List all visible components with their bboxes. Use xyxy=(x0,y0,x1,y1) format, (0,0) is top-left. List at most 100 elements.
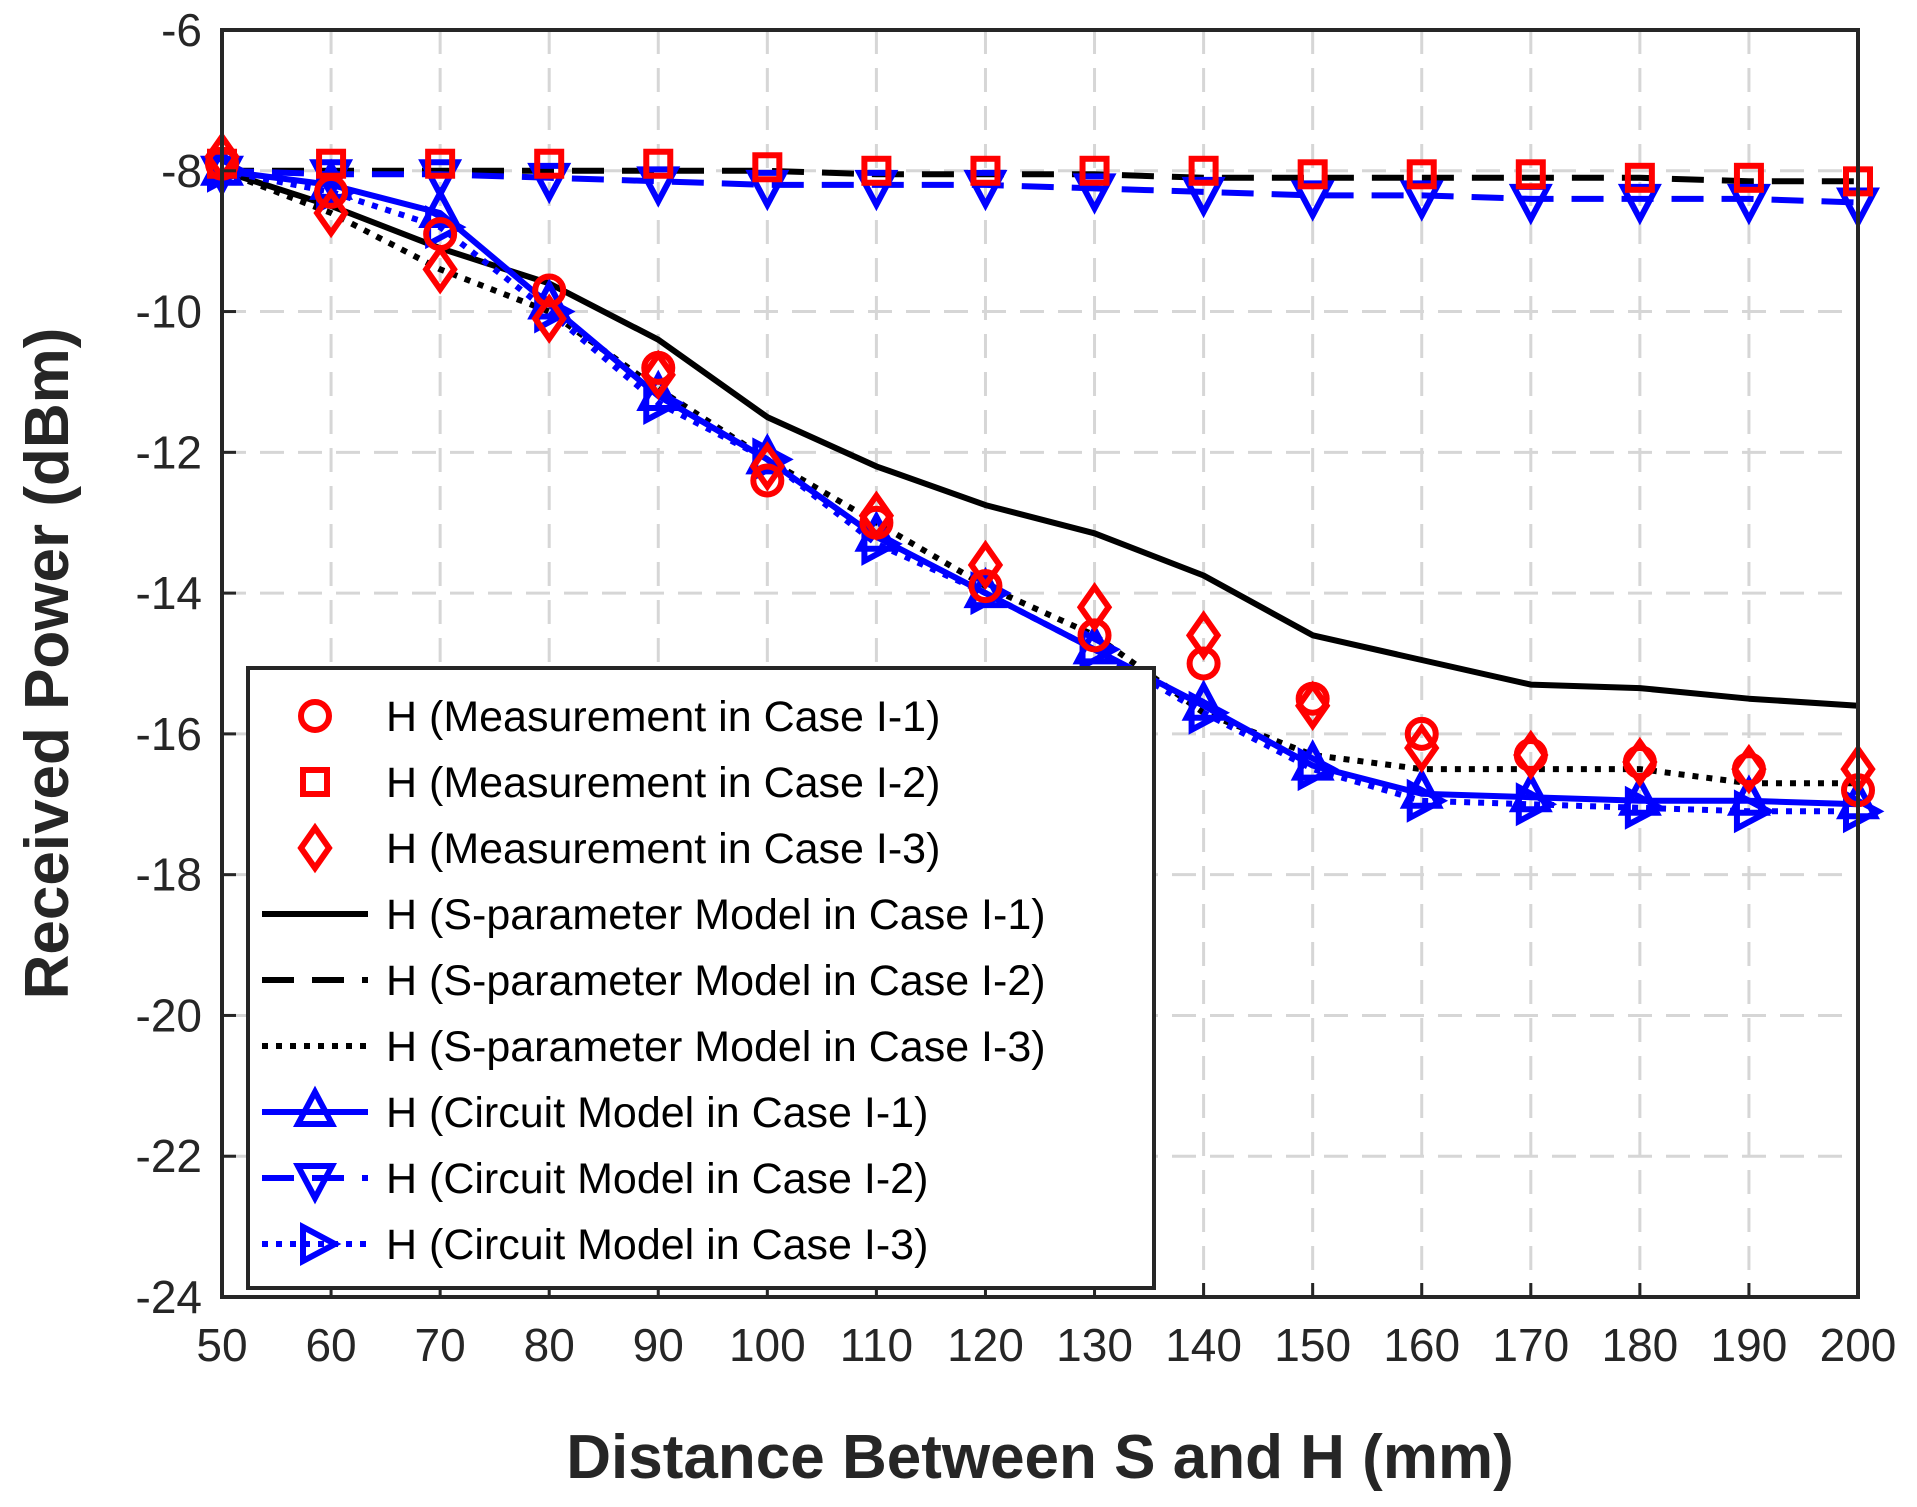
data-point xyxy=(1297,159,1328,190)
y-tick-label: -24 xyxy=(136,1271,202,1323)
data-point xyxy=(1188,155,1219,186)
series-8 xyxy=(200,155,1880,229)
data-point xyxy=(313,187,349,239)
x-tick-label: 160 xyxy=(1383,1319,1460,1371)
legend-item: H (Measurement in Case I-1) xyxy=(298,693,940,741)
series-5 xyxy=(222,167,1858,185)
data-point xyxy=(1622,736,1658,788)
data-point xyxy=(1513,729,1549,781)
y-tick-label: -18 xyxy=(136,849,202,901)
data-point xyxy=(1295,680,1331,731)
data-point xyxy=(534,148,565,179)
series-line xyxy=(221,167,1858,815)
data-point xyxy=(1186,646,1221,681)
legend-item: H (Measurement in Case I-2) xyxy=(300,759,940,807)
legend-label: H (S-parameter Model in Case I-1) xyxy=(386,891,1046,939)
series-6 xyxy=(220,168,1858,787)
data-point xyxy=(752,152,783,183)
data-point xyxy=(963,169,1008,212)
data-point xyxy=(643,381,685,426)
data-point xyxy=(1076,581,1113,633)
data-point xyxy=(531,293,567,344)
data-point xyxy=(1731,743,1767,795)
legend-item: H (S-parameter Model in Case I-2) xyxy=(262,957,1046,1005)
x-tick-label: 70 xyxy=(415,1319,466,1371)
data-point xyxy=(1185,610,1222,661)
legend-label: H (Circuit Model in Case I-2) xyxy=(386,1155,928,1203)
series-line xyxy=(221,167,1859,206)
y-tick-label: -22 xyxy=(136,1130,202,1182)
legend-marker xyxy=(293,1163,337,1205)
x-tick-label: 110 xyxy=(840,1319,913,1371)
data-point xyxy=(1617,774,1662,816)
x-axis-title: Distance Between S and H (mm) xyxy=(566,1423,1513,1492)
data-point xyxy=(1399,767,1444,809)
data-point xyxy=(1733,162,1764,193)
data-point xyxy=(1188,690,1230,735)
legend-item: H (Measurement in Case I-3) xyxy=(297,822,940,874)
x-tick-label: 100 xyxy=(729,1319,806,1371)
data-point xyxy=(1515,159,1546,190)
data-point xyxy=(1077,618,1112,653)
legend-label: H (Measurement in Case I-3) xyxy=(386,825,940,873)
y-axis-title: Received Power (dBm) xyxy=(13,328,82,1000)
legend-marker xyxy=(298,699,332,733)
data-point xyxy=(1404,722,1440,774)
y-tick-label: -12 xyxy=(136,426,202,478)
x-tick-label: 80 xyxy=(524,1319,575,1371)
data-point xyxy=(425,148,456,179)
x-tick-label: 50 xyxy=(196,1319,247,1371)
y-tick-label: -6 xyxy=(161,4,202,56)
x-tick-label: 190 xyxy=(1711,1319,1788,1371)
data-point xyxy=(636,166,681,208)
data-point xyxy=(1624,785,1667,830)
data-point xyxy=(968,569,1003,604)
x-tick-label: 180 xyxy=(1601,1319,1678,1371)
legend-label: H (Measurement in Case I-2) xyxy=(386,759,940,807)
data-point xyxy=(1733,789,1776,834)
data-point xyxy=(745,169,790,212)
data-point xyxy=(527,162,572,205)
data-point xyxy=(1508,770,1553,813)
data-point xyxy=(532,273,567,308)
x-tick-label: 140 xyxy=(1165,1319,1242,1371)
plot-frame xyxy=(220,28,1860,1299)
data-point xyxy=(1181,679,1226,721)
legend-marker xyxy=(297,822,333,874)
data-point xyxy=(854,169,899,212)
data-point xyxy=(1406,778,1449,823)
legend: H (Measurement in Case I-1) H (Measuremen… xyxy=(246,666,1156,1290)
data-point xyxy=(861,155,892,186)
y-tick-label: -20 xyxy=(136,989,202,1041)
legend-label: H (Measurement in Case I-1) xyxy=(386,693,940,741)
legend-marker xyxy=(293,1085,337,1127)
data-point xyxy=(1297,747,1340,792)
legend-label: H (Circuit Model in Case I-3) xyxy=(386,1221,928,1269)
data-point xyxy=(970,155,1001,186)
y-tick-label: -8 xyxy=(161,145,202,197)
legend-marker xyxy=(300,1222,342,1266)
x-tick-label: 120 xyxy=(947,1319,1024,1371)
data-point xyxy=(643,148,674,179)
x-tick-label: 200 xyxy=(1820,1319,1897,1371)
x-tick-label: 60 xyxy=(305,1319,356,1371)
legend-item: H (S-parameter Model in Case I-3) xyxy=(262,1023,1046,1071)
y-tick-label: -10 xyxy=(136,286,202,338)
legend-label: H (S-parameter Model in Case I-3) xyxy=(386,1023,1046,1071)
y-tick-label: -16 xyxy=(136,708,202,760)
data-point xyxy=(422,244,458,295)
legend-box xyxy=(246,666,1156,1290)
data-point xyxy=(1624,162,1655,193)
x-tick-label: 170 xyxy=(1492,1319,1569,1371)
y-tick-label: -14 xyxy=(136,567,202,619)
data-point xyxy=(1079,627,1121,672)
legend-item: H (Circuit Model in Case I-3) xyxy=(262,1221,928,1269)
series-line xyxy=(222,167,1858,185)
series-4 xyxy=(221,167,1859,709)
x-tick-label: 150 xyxy=(1274,1319,1351,1371)
legend-marker xyxy=(300,767,330,797)
data-point xyxy=(1404,716,1439,751)
series-line xyxy=(221,167,1859,709)
data-point xyxy=(1079,155,1110,186)
